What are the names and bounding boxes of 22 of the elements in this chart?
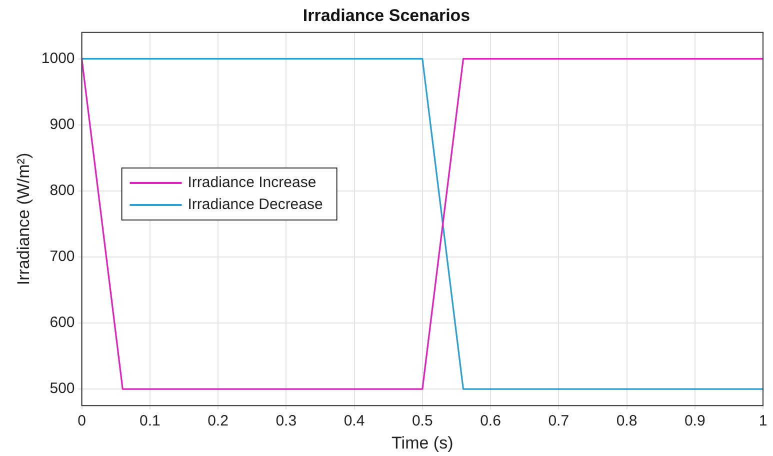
- x-tick-label: 0.6: [480, 412, 501, 430]
- x-tick-label: 0.3: [276, 412, 297, 430]
- x-tick-label: 0.7: [548, 412, 570, 430]
- y-tick-label: 800: [50, 182, 75, 200]
- y-tick-label: 600: [50, 314, 75, 332]
- x-tick-label: 0.8: [616, 412, 638, 430]
- x-tick-label: 0.4: [344, 412, 365, 430]
- y-tick-label: 500: [50, 380, 75, 398]
- legend-label: Irradiance Increase: [188, 174, 316, 192]
- y-tick-label: 900: [50, 116, 75, 134]
- x-tick-label: 0.2: [208, 412, 228, 430]
- x-axis-title: Time (s): [392, 433, 454, 452]
- x-tick-label: 0.5: [412, 412, 433, 430]
- x-tick-label: 0.1: [139, 412, 160, 430]
- y-tick-label: 700: [50, 248, 75, 266]
- x-tick-label: 0: [78, 412, 86, 430]
- x-tick-label: 0.9: [684, 412, 706, 430]
- chart-title: Irradiance Scenarios: [302, 6, 470, 25]
- y-tick-label: 1000: [41, 50, 75, 67]
- y-axis-title: Irradiance (W/m²): [14, 152, 33, 286]
- legend-label: Irradiance Decrease: [188, 196, 323, 214]
- x-tick-label: 1: [758, 412, 768, 430]
